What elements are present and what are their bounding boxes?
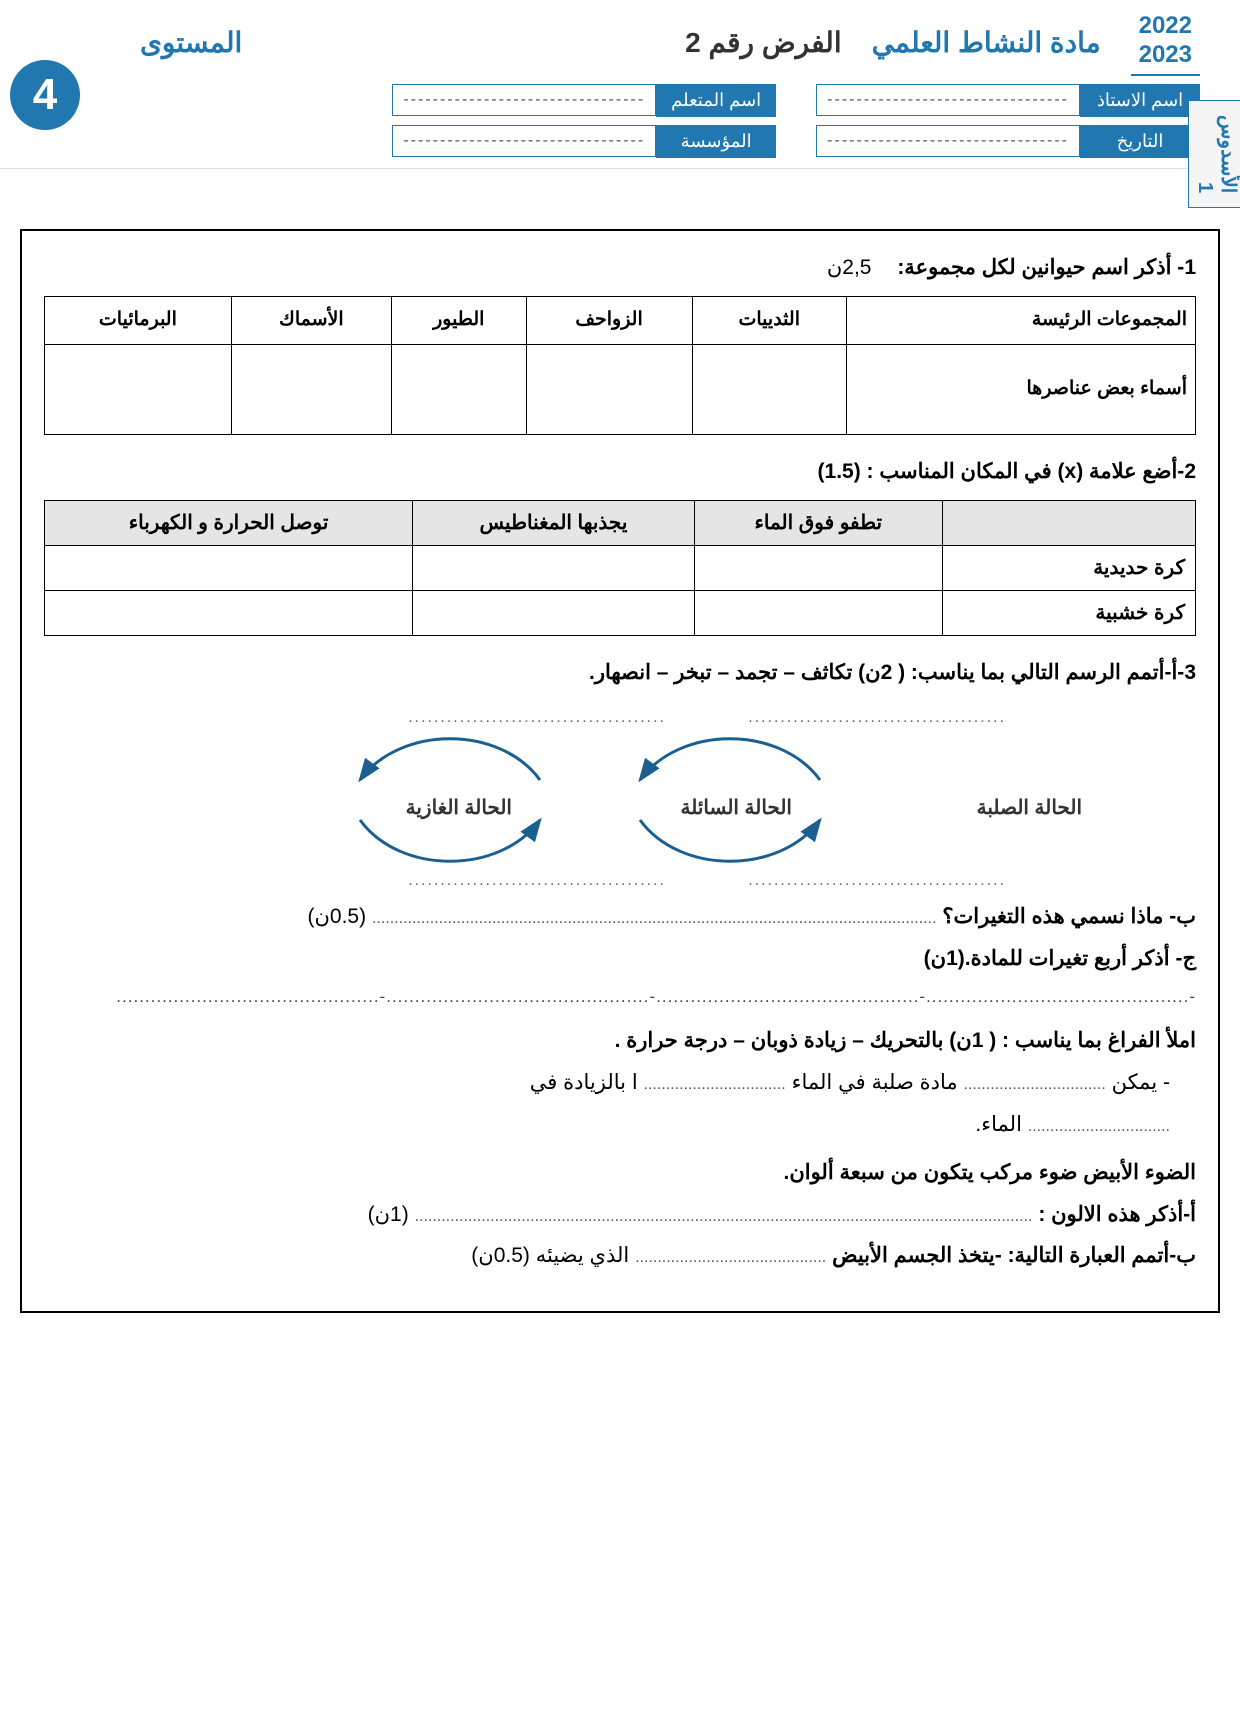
subject-title: مادة النشاط العلمي: [872, 26, 1101, 59]
year-box: 2022 2023: [1131, 10, 1200, 76]
q1-points: 2,5ن: [827, 256, 872, 279]
light-a-points: (1ن): [368, 1203, 409, 1226]
q3b-blank[interactable]: ........................................…: [372, 910, 937, 927]
fill-blank[interactable]: ................................: [1028, 1118, 1170, 1135]
q1-table: المجموعات الرئيسة الثدييات الزواحف الطيو…: [44, 296, 1196, 434]
q2-cell[interactable]: [413, 546, 695, 591]
q2-row-1: كرة خشبية: [942, 591, 1195, 636]
exam-title: الفرض رقم 2: [685, 26, 841, 59]
q3-fill-title: املأ الفراغ بما يناسب : ( 1ن) بالتحريك –…: [44, 1022, 1196, 1060]
question-2: 2-أضع علامة (x) في المكان المناسب : (1.5…: [44, 453, 1196, 637]
student-label: اسم المتعلم: [656, 84, 776, 117]
q2-cell[interactable]: [45, 591, 413, 636]
q2-cell[interactable]: [45, 546, 413, 591]
q3b-title: ب- ماذا نسمي هذه التغيرات؟: [942, 905, 1196, 928]
light-b: ب-أتمم العبارة التالية: -يتخذ الجسم الأب…: [832, 1244, 1196, 1267]
state-gas: الحالة الغازية: [402, 788, 516, 828]
worksheet-header: 2022 2023 مادة النشاط العلمي الفرض رقم 2…: [0, 0, 1240, 169]
q2-col-0: [942, 501, 1195, 546]
q2-cell[interactable]: [694, 591, 942, 636]
light-title: الضوء الأبيض ضوء مركب يتكون من سبعة ألوا…: [44, 1154, 1196, 1192]
student-field[interactable]: ---------------------------------: [392, 84, 656, 116]
light-b-blank[interactable]: ........................................…: [635, 1249, 826, 1266]
info-grid: اسم الاستاذ ----------------------------…: [80, 84, 1200, 158]
q3b-points: (0.5ن): [307, 905, 366, 928]
q2-table: تطفو فوق الماء يجذبها المغناطيس توصل الح…: [44, 500, 1196, 636]
q2-col-3: توصل الحرارة و الكهرباء: [45, 501, 413, 546]
q1-col-5: البرمائيات: [45, 297, 232, 344]
light-a-line: أ-أذكر هذه الالون : ....................…: [44, 1196, 1196, 1234]
date-label: التاريخ: [1080, 125, 1200, 158]
q3-fill-2: ................................ الماء.: [44, 1106, 1196, 1144]
q1-cell[interactable]: [692, 344, 846, 434]
year-1: 2022: [1139, 12, 1192, 41]
q1-cell[interactable]: [392, 344, 527, 434]
q3-fill-1: - يمكن ................................ …: [44, 1064, 1196, 1102]
question-1: 1- أذكر اسم حيوانين لكل مجموعة: 2,5ن الم…: [44, 249, 1196, 435]
blank-dots[interactable]: ........................................: [748, 867, 1006, 896]
q2-row-0: كرة حديدية: [942, 546, 1195, 591]
school-field[interactable]: ---------------------------------: [392, 125, 656, 157]
light-a: أ-أذكر هذه الالون :: [1038, 1203, 1196, 1226]
state-arrows: [210, 710, 1030, 890]
q1-col-0: المجموعات الرئيسة: [846, 297, 1195, 344]
light-b-end: الذي يضيئه (0.5ن): [471, 1244, 629, 1267]
fill-blank[interactable]: ................................: [964, 1076, 1106, 1093]
q1-col-2: الزواحف: [526, 297, 692, 344]
level-title: المستوى: [140, 26, 242, 59]
q1-col-4: الأسماك: [231, 297, 391, 344]
q3c-blank[interactable]: -.......................................…: [44, 982, 1196, 1013]
q3-title: 3-أ-أتمم الرسم التالي بما يناسب: ( 2ن) ت…: [44, 654, 1196, 692]
q1-row-label: أسماء بعض عناصرها: [846, 344, 1195, 434]
state-solid: الحالة الصلبة: [973, 788, 1086, 828]
fill-1b: مادة صلبة في الماء: [786, 1071, 958, 1094]
state-diagram: ........................................…: [44, 710, 1196, 890]
light-a-blank[interactable]: ........................................…: [415, 1208, 1033, 1225]
fill-2-text: الماء.: [975, 1113, 1021, 1136]
q2-col-1: تطفو فوق الماء: [694, 501, 942, 546]
date-field[interactable]: ---------------------------------: [816, 125, 1080, 157]
q2-title: 2-أضع علامة (x) في المكان المناسب : (1.5…: [44, 453, 1196, 491]
school-label: المؤسسة: [656, 125, 776, 158]
q2-col-2: يجذبها المغناطيس: [413, 501, 695, 546]
q3c-title: ج- أذكر أربع تغيرات للمادة.(1ن): [44, 940, 1196, 978]
level-badge: 4: [10, 60, 80, 130]
question-3: 3-أ-أتمم الرسم التالي بما يناسب: ( 2ن) ت…: [44, 654, 1196, 1275]
teacher-field[interactable]: ---------------------------------: [816, 84, 1080, 116]
fill-blank[interactable]: ................................: [644, 1076, 786, 1093]
q1-cell[interactable]: [231, 344, 391, 434]
q1-cell[interactable]: [526, 344, 692, 434]
year-2: 2023: [1139, 41, 1192, 70]
q1-col-1: الثدييات: [692, 297, 846, 344]
q1-title: 1- أذكر اسم حيوانين لكل مجموعة:: [897, 256, 1196, 279]
semester-tab: الأسدوس 1: [1188, 100, 1240, 208]
light-b-line: ب-أتمم العبارة التالية: -يتخذ الجسم الأب…: [44, 1237, 1196, 1275]
q2-cell[interactable]: [694, 546, 942, 591]
q2-cell[interactable]: [413, 591, 695, 636]
blank-dots[interactable]: ........................................: [408, 867, 666, 896]
fill-1a: - يمكن: [1106, 1071, 1170, 1094]
q1-col-3: الطيور: [392, 297, 527, 344]
q1-cell[interactable]: [45, 344, 232, 434]
teacher-label: اسم الاستاذ: [1080, 84, 1200, 117]
fill-1c: ا بالزيادة في: [530, 1071, 638, 1094]
blank-dots[interactable]: ........................................: [408, 704, 666, 733]
worksheet-body: 1- أذكر اسم حيوانين لكل مجموعة: 2,5ن الم…: [20, 229, 1220, 1314]
state-liquid: الحالة السائلة: [676, 788, 796, 828]
q3b-line: ب- ماذا نسمي هذه التغيرات؟ .............…: [44, 898, 1196, 936]
blank-dots[interactable]: ........................................: [748, 704, 1006, 733]
